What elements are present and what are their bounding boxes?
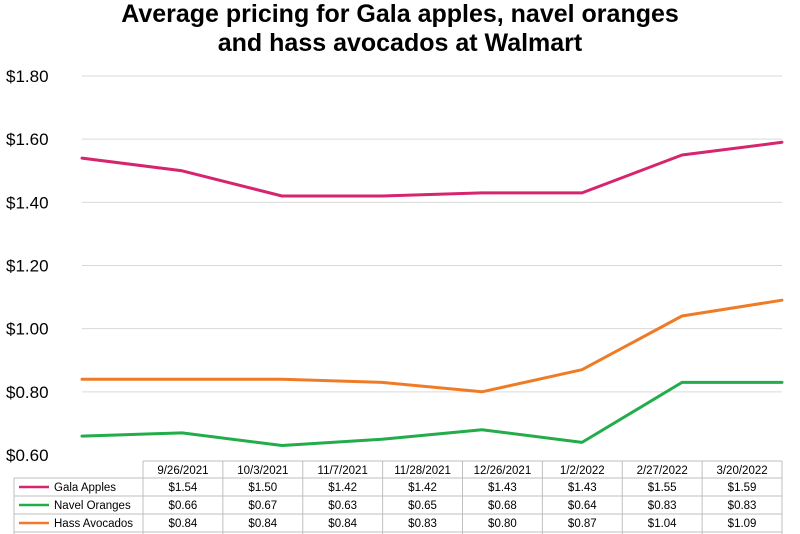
table-cell-value: $0.84 (328, 518, 357, 530)
table-header-date: 1/2/2022 (560, 465, 605, 477)
series-line-hass-avocados (80, 298, 784, 394)
table-header-date: 11/7/2021 (318, 465, 368, 477)
table-cell-value: $1.42 (408, 482, 437, 494)
table-cell-value: $0.66 (169, 500, 198, 512)
gridlines (82, 75, 782, 393)
table-cell-value: $1.54 (169, 482, 198, 494)
chart-title-line-1: Average pricing for Gala apples, navel o… (121, 0, 679, 28)
table-cell-value: $0.87 (568, 518, 597, 530)
table-cell-value: $1.59 (728, 482, 757, 494)
table-cell-value: $1.50 (248, 482, 277, 494)
legend-label: Gala Apples (54, 482, 116, 494)
y-tick-label: $1.60 (6, 130, 49, 149)
table-cell-value: $0.65 (408, 500, 437, 512)
table-cell-value: $0.83 (648, 500, 677, 512)
series-lines (80, 140, 784, 447)
y-tick-label: $0.80 (6, 383, 49, 402)
legend-label: Navel Oranges (54, 500, 131, 512)
table-cell-value: $1.43 (568, 482, 597, 494)
table-cell-value: $0.68 (488, 500, 517, 512)
series-line-navel-oranges (80, 380, 784, 447)
table-header-date: 9/26/2021 (157, 465, 208, 477)
y-tick-label: $1.80 (6, 67, 49, 86)
table-cell-value: $0.67 (248, 500, 277, 512)
table-cell-value: $0.80 (488, 518, 517, 530)
y-tick-label: $1.00 (6, 320, 49, 339)
table-cell-value: $1.09 (728, 518, 757, 530)
data-table: 9/26/2021 10/3/2021 11/7/2021 11/28/2021 12/… (13, 460, 783, 534)
table-cell-value: $0.83 (728, 500, 757, 512)
table-header-date: 11/28/2021 (394, 465, 451, 477)
y-tick-label: $1.40 (6, 193, 49, 212)
y-tick-label: $0.60 (6, 446, 49, 465)
table-cell-value: $0.63 (328, 500, 357, 512)
table-cell-value: $0.84 (169, 518, 198, 530)
table-cell-value: $0.64 (568, 500, 597, 512)
table-cell-value: $1.42 (328, 482, 357, 494)
y-axis: $1.80 $1.60 $1.40 $1.20 $1.00 $0.80 $0.60 (6, 67, 49, 465)
series-line-gala-apples (80, 140, 784, 198)
table-cell-value: $1.43 (488, 482, 517, 494)
legend-label: Hass Avocados (54, 518, 133, 530)
table-cell-value: $0.84 (248, 518, 277, 530)
chart-title: Average pricing for Gala apples, navel o… (0, 0, 800, 58)
chart-title-line-2: and hass avocados at Walmart (217, 29, 583, 57)
table-header-date: 3/20/2022 (716, 465, 767, 477)
table-header-date: 10/3/2021 (237, 465, 288, 477)
table-cell-value: $1.04 (648, 518, 677, 530)
y-tick-label: $1.20 (6, 257, 49, 276)
table-header-date: 2/27/2022 (637, 465, 688, 477)
table-header-date: 12/26/2021 (474, 465, 532, 477)
table-cell-value: $0.83 (408, 518, 437, 530)
table-cell-value: $1.55 (648, 482, 677, 494)
